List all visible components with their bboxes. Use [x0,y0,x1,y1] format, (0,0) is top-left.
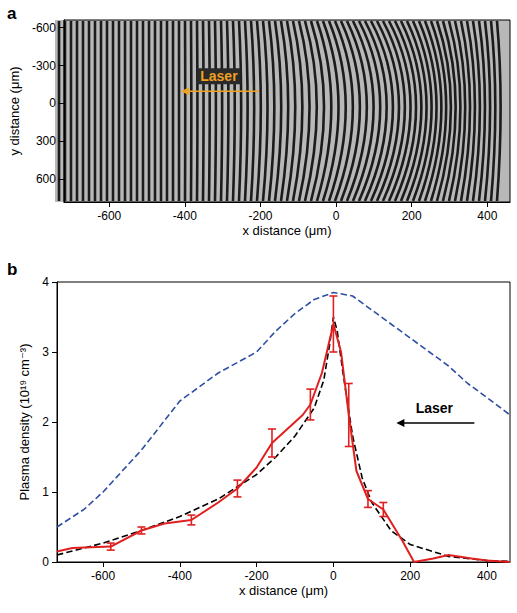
svg-text:400: 400 [477,209,497,223]
svg-text:-400: -400 [168,569,192,583]
svg-text:a: a [7,4,17,23]
svg-text:200: 200 [402,209,422,223]
svg-text:2: 2 [42,415,49,429]
svg-text:400: 400 [477,569,497,583]
svg-text:Laser: Laser [416,400,454,416]
svg-text:1: 1 [42,485,49,499]
svg-text:200: 200 [400,569,420,583]
svg-text:Laser: Laser [200,68,238,84]
svg-text:300: 300 [36,134,56,148]
svg-text:-600: -600 [32,21,56,35]
svg-text:-600: -600 [91,569,115,583]
svg-text:3: 3 [42,345,49,359]
svg-text:-300: -300 [32,59,56,73]
svg-text:4: 4 [42,275,49,289]
svg-text:-400: -400 [173,209,197,223]
svg-text:600: 600 [36,172,56,186]
svg-text:y distance (μm): y distance (μm) [7,66,22,155]
svg-text:0: 0 [333,209,340,223]
svg-text:-600: -600 [97,209,121,223]
svg-text:x distance (μm): x distance (μm) [242,223,331,238]
svg-text:0: 0 [42,555,49,569]
svg-text:0: 0 [330,569,337,583]
svg-text:x distance (μm): x distance (μm) [239,583,328,598]
svg-text:0: 0 [49,96,56,110]
svg-text:-200: -200 [248,209,272,223]
svg-text:-200: -200 [245,569,269,583]
svg-text:b: b [7,260,17,279]
svg-text:Plasma density (10¹⁹ cm⁻³): Plasma density (10¹⁹ cm⁻³) [17,344,32,501]
